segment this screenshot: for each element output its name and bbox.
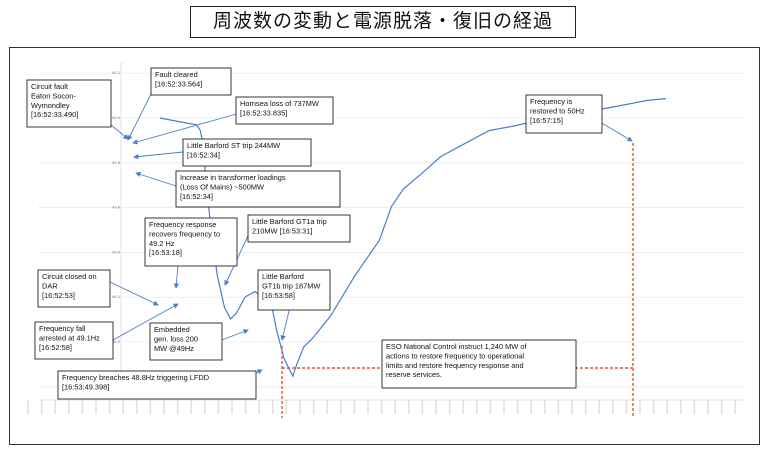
annotation-text: (Loss Of Mains) ~500MW <box>180 182 264 191</box>
annotation-text: Eaton Socon- <box>31 91 76 100</box>
annotation-text: [16:53:58] <box>262 291 295 300</box>
annotation-text: [16:53:49.398] <box>62 382 109 391</box>
annotation-text: [16:52:34] <box>187 150 220 159</box>
annotation-text: reserve services. <box>386 370 442 379</box>
annotation-text: Frequency breaches 48.8Hz triggering LFD… <box>62 373 209 382</box>
annotation-box: Frequency breaches 48.8Hz triggering LFD… <box>57 370 257 400</box>
annotation-arrow <box>599 121 633 142</box>
annotation-text: Little Barford <box>262 272 304 281</box>
annotation-text: GT1b trip 187MW <box>262 281 320 290</box>
annotation-text: MW @49Hz <box>154 344 194 353</box>
annotation-text: [16:57:15] <box>530 116 563 125</box>
annotation-text: Frequency response <box>149 220 216 229</box>
annotation-box: Hornsea loss of 737MW[16:52:33.835] <box>235 96 334 125</box>
x-tick-labels <box>27 400 736 414</box>
annotation-arrow <box>221 329 249 341</box>
annotation-arrow <box>135 171 177 187</box>
annotation-text: actions to restore frequency to operatio… <box>386 351 524 360</box>
annotation-box: ESO National Control instruct 1,240 MW o… <box>381 339 577 389</box>
annotation-text: [16:52:33.835] <box>240 108 287 117</box>
annotation-text: Fault cleared <box>155 70 198 79</box>
annotation-arrow <box>280 306 291 341</box>
annotation-text: recovers frequency to <box>149 229 220 238</box>
annotation-text: [16:52:33.564] <box>155 79 202 88</box>
annotation-text: Increase in transformer loadings <box>180 173 286 182</box>
annotation-text: Wymondley <box>31 101 70 110</box>
annotation-text: arrested at 49.1Hz <box>39 333 100 342</box>
annotation-text: Embedded <box>154 325 190 334</box>
annotation-arrow <box>109 281 159 306</box>
y-tick-label: 49.0 <box>112 340 121 344</box>
annotation-text: [16:52:34] <box>180 192 213 201</box>
y-tick-label: 49.8 <box>112 161 121 165</box>
annotation-arrow <box>133 151 184 160</box>
y-tick-label: 49.2 <box>112 295 120 299</box>
annotation-arrow <box>127 91 153 141</box>
annotation-text: gen. loss 200 <box>154 334 198 343</box>
y-tick-label: 50.2 <box>112 71 120 75</box>
annotation-text: [16:52:33.490] <box>31 110 78 119</box>
annotation-text: Little Barford GT1a trip <box>252 217 327 226</box>
annotation-text: Little Barford ST trip 244MW <box>187 141 280 150</box>
annotation-text: [16:53:18] <box>149 248 182 257</box>
annotation-text: DAR <box>42 281 58 290</box>
annotation-text: Hornsea loss of 737MW <box>240 99 319 108</box>
annotation-text: 210MW [16:53:31] <box>252 226 312 235</box>
annotation-text: restored to 50Hz <box>530 106 585 115</box>
annotation-text: 49.2 Hz <box>149 239 175 248</box>
page-title: 周波数の変動と電源脱落・復旧の経過 <box>190 6 576 38</box>
annotation-box: Increase in transformer loadings(Loss Of… <box>175 170 341 208</box>
annotation-arrows <box>99 91 633 381</box>
y-tick-label: 50.0 <box>112 116 121 120</box>
annotation-arrow <box>173 264 180 289</box>
guide-lines <box>281 143 634 418</box>
annotation-text: limits and restore frequency response an… <box>386 361 524 370</box>
y-tick-label: 49.6 <box>112 206 121 210</box>
annotation-text: Circuit fault <box>31 82 68 91</box>
annotation-arrow <box>132 112 241 145</box>
annotation-text: ESO National Control instruct 1,240 MW o… <box>386 342 527 351</box>
y-tick-label: 49.4 <box>112 250 121 254</box>
annotation-text: [16:52:53] <box>42 291 75 300</box>
chart-frame <box>9 47 760 445</box>
annotation-text: Frequency is <box>530 97 573 106</box>
annotation-text: Circuit closed on <box>42 272 97 281</box>
annotation-box: Fault cleared[16:52:33.564] <box>150 67 232 96</box>
annotation-text: Frequency fall <box>39 324 86 333</box>
annotation-arrow <box>112 303 179 341</box>
annotation-box: Little Barford ST trip 244MW[16:52:34] <box>182 138 312 167</box>
annotation-text: [16:52:58] <box>39 343 72 352</box>
